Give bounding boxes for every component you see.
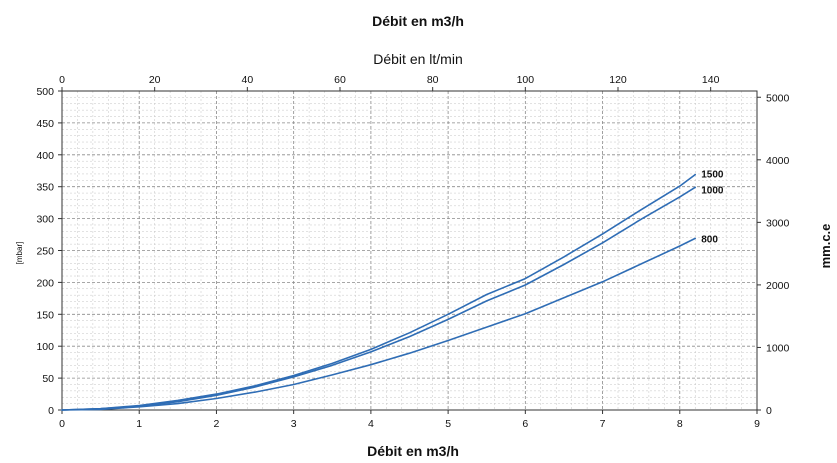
x-tick-label: 2 — [214, 418, 220, 430]
x-tick-label: 9 — [754, 418, 760, 430]
series — [61, 173, 697, 411]
series-labels: 1500 1000 800 — [701, 170, 724, 246]
y-tick-label: 200 — [36, 277, 54, 289]
x-tick-label: 0 — [59, 418, 65, 430]
y-tick-label: 500 — [36, 86, 54, 98]
x-tick-label: 4 — [368, 418, 374, 430]
top-tick-label: 0 — [59, 74, 65, 86]
x-tick-label: 3 — [291, 418, 297, 430]
y-tick-label: 50 — [42, 373, 54, 385]
x-tick-label: 5 — [445, 418, 451, 430]
right-tick-label: 3000 — [766, 217, 790, 229]
y-tick-label: 450 — [36, 118, 54, 130]
right-tick-label: 4000 — [766, 155, 790, 167]
top-tick-label: 20 — [149, 74, 161, 86]
y-tick-label: 150 — [36, 309, 54, 321]
top-tick-label: 60 — [334, 74, 346, 86]
right-tick-label: 5000 — [766, 92, 790, 104]
chart-title: Débit en m3/h — [372, 13, 464, 29]
x-tick-label: 6 — [522, 418, 528, 430]
y-tick-label: 400 — [36, 150, 54, 162]
series-line-1000 — [61, 186, 697, 411]
series-label-800: 800 — [701, 234, 718, 245]
top-tick-label: 140 — [702, 74, 720, 86]
series-label-1500: 1500 — [701, 170, 724, 181]
ticks: 0 1 2 3 4 5 6 7 8 9050100150200250300350400450500… — [36, 74, 789, 430]
series-line-1500 — [61, 173, 697, 411]
x-tick-label: 7 — [600, 418, 606, 430]
right-axis-title: mm.c.e — [818, 224, 833, 269]
grid — [61, 90, 758, 411]
top-tick-label: 100 — [517, 74, 535, 86]
right-tick-label: 2000 — [766, 280, 790, 292]
top-tick-label: 120 — [609, 74, 627, 86]
y-tick-label: 100 — [36, 341, 54, 353]
right-tick-label: 1000 — [766, 342, 790, 354]
series-label-1000: 1000 — [701, 185, 724, 196]
y-tick-label: 350 — [36, 182, 54, 194]
x-axis-title: Débit en m3/h — [367, 443, 459, 459]
y-axis-title: [mbar] — [15, 242, 24, 265]
y-tick-label: 0 — [48, 405, 54, 417]
x-tick-label: 8 — [677, 418, 683, 430]
y-tick-label: 300 — [36, 214, 54, 226]
top-tick-label: 40 — [241, 74, 253, 86]
series-line-800 — [61, 237, 697, 411]
top-tick-label: 80 — [427, 74, 439, 86]
right-tick-label: 0 — [766, 405, 772, 417]
y-tick-label: 250 — [36, 246, 54, 258]
top-axis-title: Débit en lt/min — [373, 51, 462, 67]
x-tick-label: 1 — [136, 418, 142, 430]
